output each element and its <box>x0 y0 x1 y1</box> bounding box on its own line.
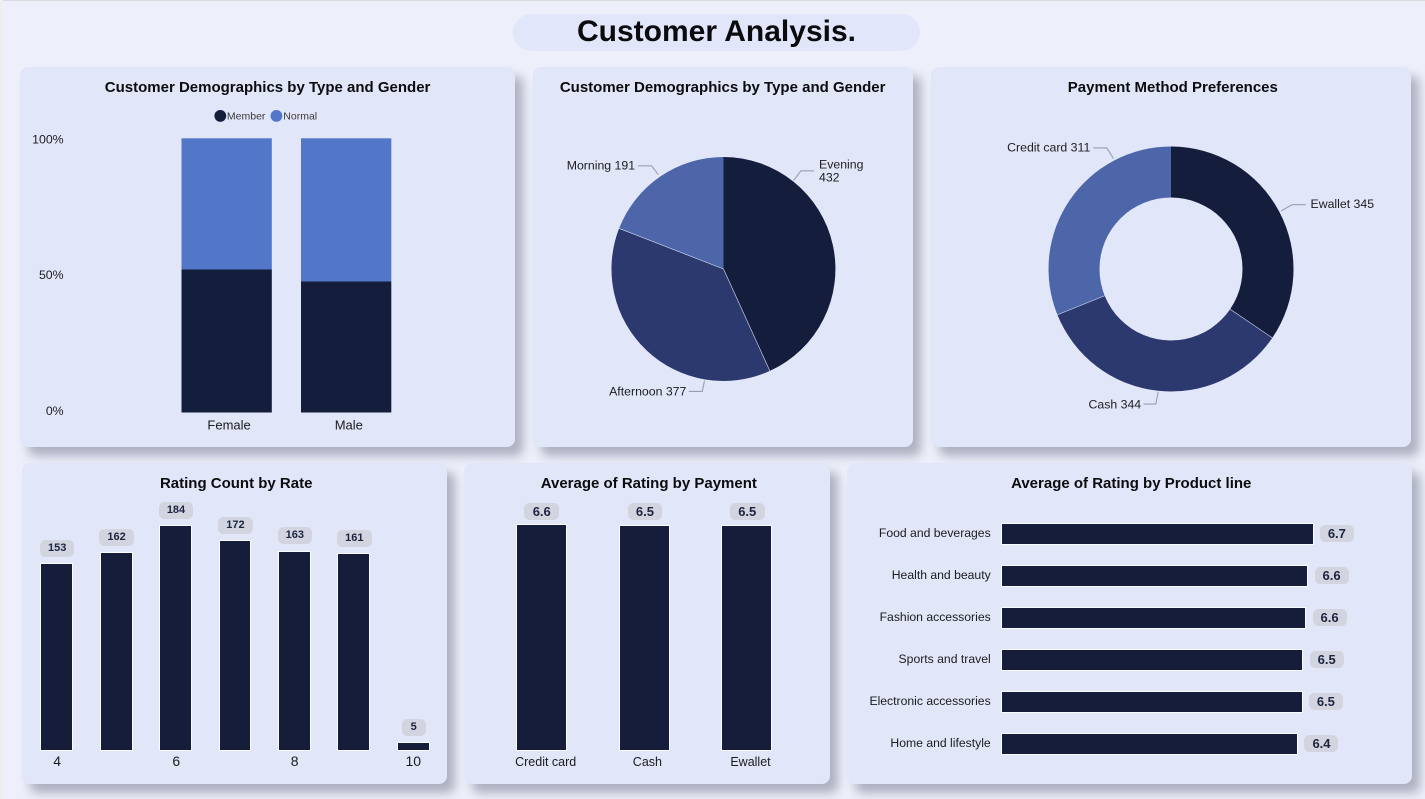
svg-text:50%: 50% <box>38 267 63 281</box>
svg-text:Credit card 311: Credit card 311 <box>1007 140 1090 154</box>
svg-text:Morning 191: Morning 191 <box>567 158 636 172</box>
svg-text:Normal: Normal <box>283 110 317 122</box>
svg-text:Afternoon 377: Afternoon 377 <box>609 384 686 398</box>
svg-text:Cash 344: Cash 344 <box>1088 397 1141 411</box>
svg-text:432: 432 <box>819 170 840 184</box>
svg-text:Evening: Evening <box>819 157 864 171</box>
svg-text:Female: Female <box>207 417 250 432</box>
svg-text:Male: Male <box>334 417 362 432</box>
svg-text:0%: 0% <box>45 404 63 418</box>
svg-text:Member: Member <box>226 110 265 122</box>
svg-text:100%: 100% <box>32 132 64 146</box>
svg-text:Ewallet 345: Ewallet 345 <box>1310 197 1374 211</box>
